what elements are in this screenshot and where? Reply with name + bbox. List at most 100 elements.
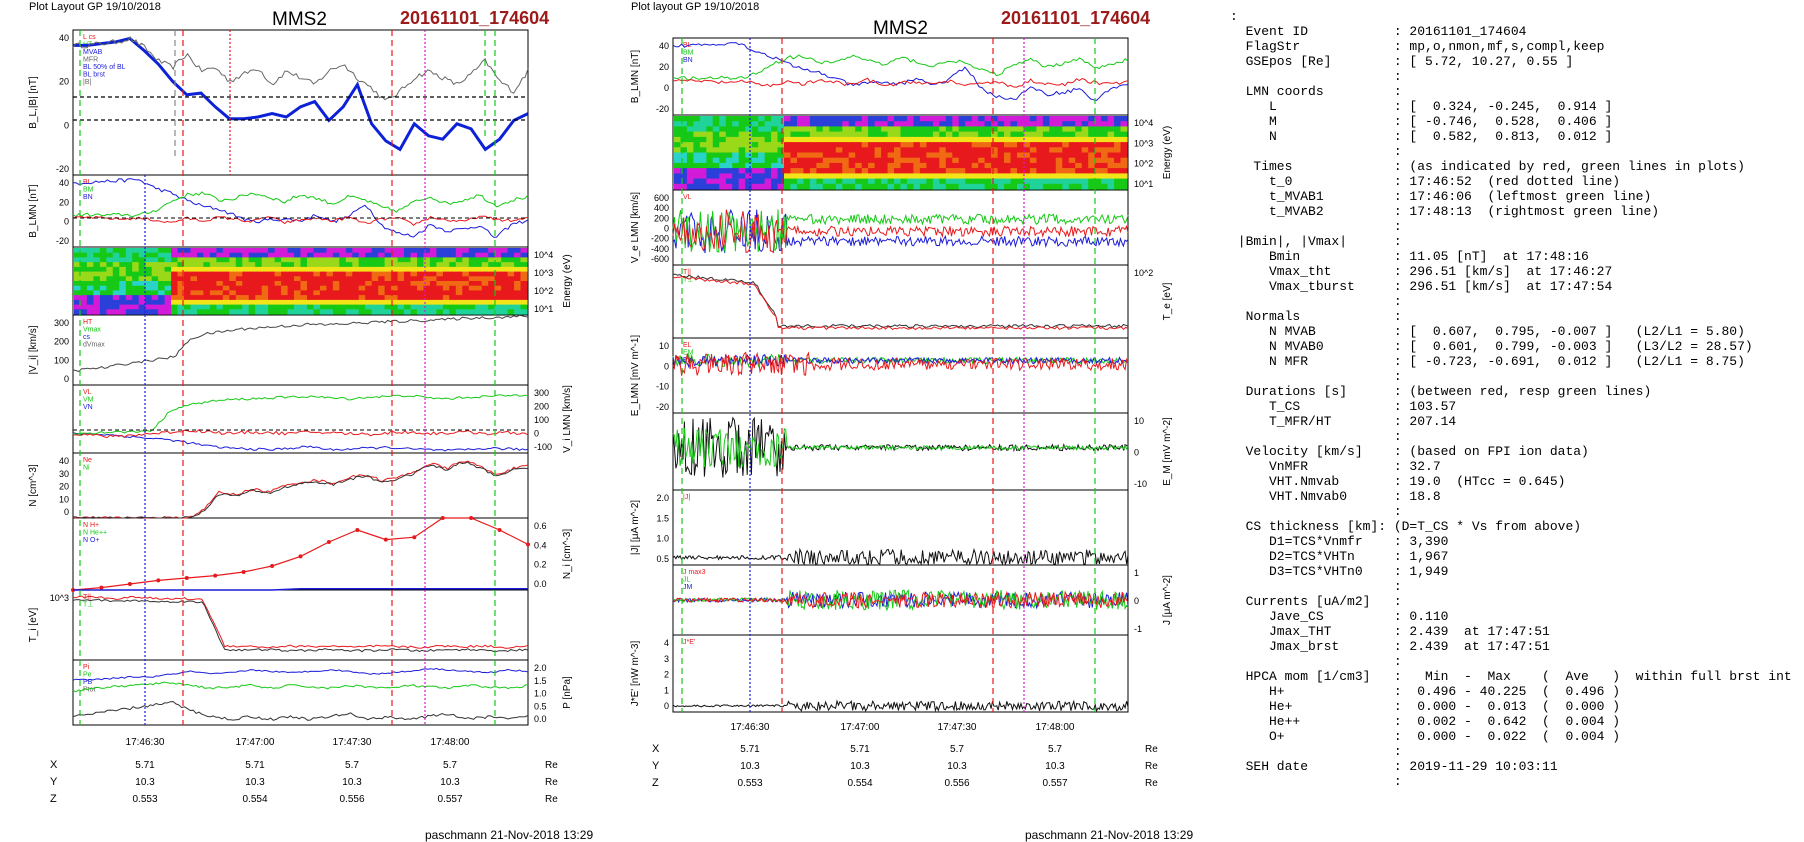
- tick-label: 0: [664, 224, 669, 234]
- info-line: GSEpos [Re] : [ 5.72, 10.27, 0.55 ]: [1230, 54, 1574, 69]
- series-r-bm: [672, 54, 1129, 81]
- legend-entry: |J|: [683, 494, 690, 501]
- info-line: N MVAB0 : [ 0.601, 0.799, -0.003 ] (L3/L…: [1230, 339, 1753, 354]
- left-event-lines: [79, 30, 496, 725]
- position-row-label: Z: [652, 777, 659, 789]
- tick-label: 200: [534, 402, 549, 412]
- position-value: 10.3: [245, 777, 265, 788]
- info-line: :: [1230, 504, 1402, 519]
- info-line: Event ID : 20161101_174604: [1230, 24, 1527, 39]
- legend-entry: BM: [83, 187, 94, 194]
- tick-label: -1: [1134, 624, 1142, 634]
- legend-entry: PB: [83, 679, 93, 686]
- he-pp-point: [184, 576, 189, 580]
- legend-entry: Pi: [83, 664, 90, 671]
- legend-entry: BN: [83, 194, 93, 201]
- legend-entry: EL: [683, 342, 692, 349]
- panel-frame: [672, 264, 1129, 339]
- position-value: 5.7: [345, 760, 359, 771]
- info-line: O+ : 0.000 - 0.022 ( 0.004 ): [1230, 729, 1621, 744]
- position-unit: Re: [1145, 744, 1158, 755]
- left-ion-spectrogram: [74, 248, 528, 315]
- position-value: 5.71: [850, 744, 870, 755]
- info-line: HPCA mom [1/cm3] : Min - Max ( Ave ) wit…: [1230, 669, 1792, 684]
- panel-ylabel: E_LMN [mV m^-1]: [630, 335, 641, 417]
- he-pp-point: [355, 528, 360, 532]
- tick-label: 0.6: [534, 521, 547, 531]
- position-unit: Re: [545, 760, 558, 771]
- info-line: :: [1230, 579, 1402, 594]
- tick-label: 400: [654, 203, 669, 213]
- info-line: Normals :: [1230, 309, 1402, 324]
- position-value: 10.3: [850, 761, 870, 772]
- series-vl: [72, 432, 529, 452]
- he-pp-point: [526, 542, 530, 547]
- legend-entry: J max3: [683, 569, 706, 576]
- time-tick-label: 17:47:30: [938, 722, 977, 733]
- info-line: Jave_CS : 0.110: [1230, 609, 1449, 624]
- legend-entry: HT: [83, 319, 93, 326]
- he-pp-point: [326, 540, 331, 544]
- position-value: 0.557: [437, 794, 462, 805]
- time-tick-label: 17:47:00: [236, 737, 275, 748]
- tick-label: 1.5: [534, 676, 547, 686]
- left-footer: paschmann 21-Nov-2018 13:29: [425, 828, 594, 842]
- info-line: Jmax_brst : 2.439 at 17:47:51: [1230, 639, 1550, 654]
- position-unit: Re: [545, 777, 558, 788]
- tick-label: 0: [664, 701, 669, 711]
- panel-ylabel: B_LMN [nT]: [28, 184, 39, 238]
- he-pp-point: [412, 535, 417, 540]
- tick-label: 600: [654, 193, 669, 203]
- tick-label: 1.5: [656, 513, 669, 523]
- info-line: N : [ 0.582, 0.813, 0.012 ]: [1230, 129, 1613, 144]
- tick-label: 0.4: [534, 540, 547, 550]
- panel-ylabel: V_e LMN [km/s]: [630, 192, 641, 263]
- legend-entry: EN: [683, 357, 693, 364]
- tick-label: 20: [59, 197, 69, 207]
- series-bl-brst: [73, 36, 529, 152]
- series-pi: [72, 681, 529, 693]
- panel-ylabel: J [μA m^-2]: [1162, 575, 1173, 625]
- panel-ylabel: V_i LMN [km/s]: [562, 385, 573, 453]
- tick-label: 0: [1134, 448, 1139, 458]
- info-line: He++ : 0.002 - 0.642 ( 0.004 ): [1230, 714, 1621, 729]
- panel-frame: [72, 314, 529, 386]
- legend-entry: BL: [83, 179, 92, 186]
- legend-entry: J*E': [683, 639, 695, 646]
- panel-ylabel: B_LMN [nT]: [630, 50, 641, 104]
- info-line: Vmax_tburst : 296.51 [km/s] at 17:47:54: [1230, 279, 1613, 294]
- tick-label: 0: [534, 429, 539, 439]
- e-trace: [672, 353, 1129, 369]
- info-line: D1=TCS*Vnmfr : 3,390: [1230, 534, 1449, 549]
- he-pp-point: [213, 573, 218, 578]
- position-value: 10.3: [947, 761, 967, 772]
- tick-label: 2.0: [534, 663, 547, 673]
- position-value: 0.554: [242, 794, 267, 805]
- tick-label: 0.5: [656, 554, 669, 564]
- info-line: H+ : 0.496 - 40.225 ( 0.496 ): [1230, 684, 1621, 699]
- info-line: t_MVAB2 : 17:48:13 (rightmost green line…: [1230, 204, 1660, 219]
- jlmn-trace: [672, 590, 1129, 609]
- series-pb: [72, 667, 529, 681]
- legend-entry: BL 50% of BL: [83, 64, 126, 71]
- right-event-lines: [681, 38, 1096, 712]
- info-line: D2=TCS*VHTn : 1,967: [1230, 549, 1449, 564]
- time-tick-label: 17:46:30: [731, 722, 770, 733]
- legend-entry: MFR: [83, 57, 98, 64]
- series-bm: [72, 191, 529, 218]
- tick-label: 40: [59, 33, 69, 43]
- info-line: :: [1230, 744, 1402, 759]
- legend-entry: |B|: [83, 79, 91, 86]
- info-line: N MFR : [ -0.723, -0.691, 0.012 ] (L2/L1…: [1230, 354, 1745, 369]
- right-footer: paschmann 21-Nov-2018 13:29: [1025, 828, 1194, 842]
- legend-entry: cs: [83, 334, 91, 341]
- right-plot-header: Plot layout GP 19/10/2018: [631, 1, 760, 13]
- tick-label: 0: [1134, 596, 1139, 606]
- tick-label: -20: [656, 402, 669, 412]
- legend-entry: BN: [683, 57, 693, 64]
- legend-entry: JM: [683, 584, 693, 591]
- position-value: 5.7: [1048, 744, 1062, 755]
